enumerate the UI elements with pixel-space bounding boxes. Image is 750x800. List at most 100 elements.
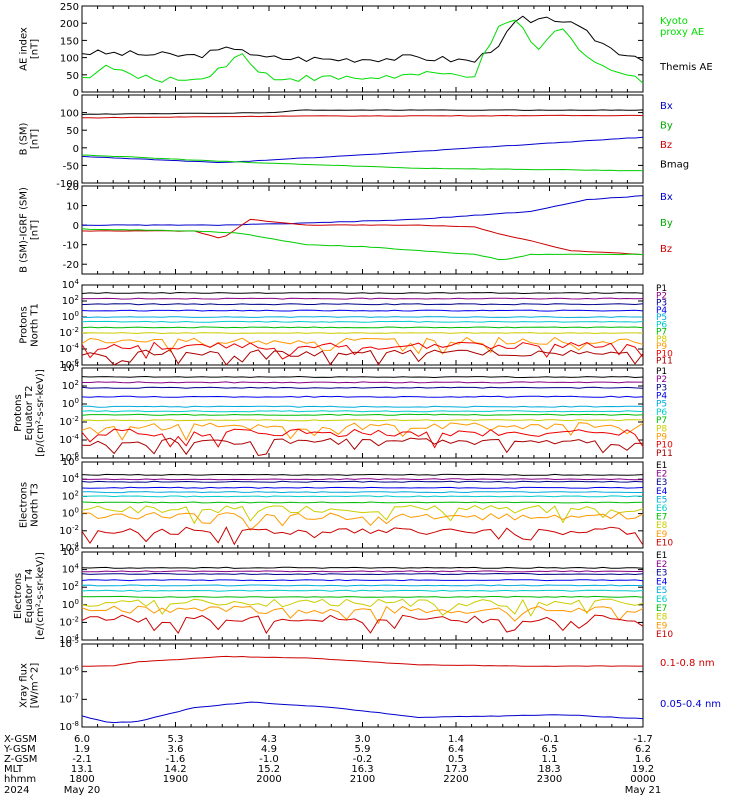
y-axis-label-line: [p/(cm²-s-sr-keV)] [35, 369, 46, 457]
y-tick-label-base: 10 [62, 565, 75, 576]
y-axis-label: ProtonsEquator T2[p/(cm²-s-sr-keV)] [13, 369, 46, 457]
channel-line [82, 315, 643, 319]
channel-line [81, 291, 644, 295]
y-tick-label-exp: -2 [72, 415, 79, 423]
y-tick-label-exp: -4 [72, 342, 80, 350]
y-tick-label-base: 10 [62, 381, 75, 392]
legend-entry: P1 [656, 367, 667, 377]
x-axis-value: 2000 [256, 774, 281, 785]
series-line [81, 154, 643, 172]
channel-line [81, 473, 644, 476]
y-tick-label: 104 [62, 472, 80, 485]
y-tick-label-exp: 2 [75, 489, 79, 497]
y-tick-label: 10-6 [59, 665, 79, 678]
y-tick-label: 100 [62, 310, 79, 323]
y-tick-label: 0 [73, 88, 79, 99]
y-tick-label: 150 [60, 36, 79, 47]
channel-line [81, 410, 644, 413]
y-tick-label-base: 10 [62, 582, 75, 593]
y-tick-label: 100 [62, 598, 79, 611]
x-axis-value: 19.2 [632, 764, 654, 775]
y-tick-label-exp: 2 [75, 379, 79, 387]
y-tick-label-exp: 0 [75, 310, 79, 318]
legend-entry: Kyoto proxy AE [660, 16, 704, 38]
y-tick-label: 10-5 [59, 637, 79, 650]
legend-entry: P11 [656, 449, 673, 459]
channel-line [81, 486, 644, 489]
channel-line [81, 480, 644, 483]
panel-3: -20 -10 0 10 20 Bx By Bz [63, 182, 673, 275]
x-axis-value: 18.3 [538, 764, 560, 775]
x-axis-value: 6.5 [542, 744, 558, 755]
y-tick-label-base: 10 [59, 635, 72, 646]
y-tick-label-exp: 0 [75, 598, 79, 606]
legend-entry: P7 [656, 416, 667, 426]
channel-line [82, 297, 644, 300]
series-line [81, 19, 644, 84]
legend-entry-line: 0.05-0.4 nm [660, 699, 721, 710]
y-tick-label: 10 [66, 202, 79, 213]
y-tick-label-base: 10 [62, 509, 75, 520]
y-tick-label-exp: 6 [75, 545, 80, 553]
x-axis-value: 6.4 [448, 744, 464, 755]
legend-entry-line: proxy AE [660, 27, 704, 38]
y-tick-label-exp: -8 [72, 720, 79, 728]
channel-line [81, 501, 644, 504]
legend-entry: Bx [660, 192, 673, 203]
series-line [81, 114, 644, 119]
x-axis-value: 1.1 [542, 754, 558, 765]
legend-entry: P8 [656, 424, 667, 434]
legend-entry-line: Themis AE [659, 62, 713, 73]
x-axis-value: 13.1 [71, 764, 93, 775]
x-axis-row-label: hhmm [4, 774, 36, 785]
y-tick-label: 102 [62, 379, 79, 392]
legend-entry: Bx [660, 101, 673, 112]
y-tick-label-base: 10 [59, 360, 72, 371]
y-axis-label-line: Equator T2 [24, 386, 35, 441]
x-axis-value: 3.0 [355, 734, 371, 745]
legend-entry-line: Bx [660, 101, 673, 112]
channel-line [81, 303, 644, 306]
x-axis-row-label: Z-GSM [4, 754, 37, 765]
x-axis-value: 1800 [69, 774, 94, 785]
x-axis-value: -0.1 [540, 734, 560, 745]
channel-line [81, 598, 644, 617]
y-axis-label: ElectronsNorth T3 [19, 482, 41, 528]
y-tick-label: 100 [62, 507, 79, 520]
y-tick-label: 10-8 [59, 720, 79, 733]
channel-line [81, 332, 644, 335]
y-tick-label-base: 10 [59, 417, 72, 428]
y-tick-label: -20 [63, 260, 79, 271]
legend-entry: Bz [660, 140, 672, 151]
x-axis-value: -1.7 [633, 734, 653, 745]
y-tick-label-base: 10 [59, 617, 72, 628]
y-tick-label: -100 [56, 179, 79, 190]
y-tick-label-base: 10 [59, 639, 72, 650]
channel-line [81, 589, 644, 592]
x-axis-value: 5.3 [168, 734, 184, 745]
channel-line [81, 375, 644, 379]
y-axis-label-line: B (SM) [19, 122, 30, 155]
legend-entry: 0.1-0.8 nm [660, 658, 715, 669]
legend-entry: P10 [656, 349, 673, 359]
y-tick-label-exp: -4 [72, 433, 80, 441]
channel-line [81, 309, 644, 312]
x-axis-value: 4.9 [261, 744, 277, 755]
legend-entry: P5 [656, 400, 667, 410]
y-tick-label: 104 [62, 563, 80, 576]
y-tick-label: 104 [62, 361, 80, 374]
legend-entry: P3 [656, 299, 667, 309]
channel-line [81, 395, 644, 398]
y-tick-label: 10-2 [59, 524, 79, 537]
legend-entry: P4 [656, 392, 667, 402]
legend-entry: E1 [656, 551, 667, 561]
channel-line [81, 584, 644, 587]
y-tick-label-exp: 4 [75, 563, 80, 571]
y-axis-label: B (SM)[nT] [19, 122, 41, 155]
y-tick-label: 10-6 [59, 451, 79, 464]
x-axis-value: 1.6 [635, 754, 651, 765]
y-tick-label-exp: -5 [72, 637, 79, 645]
y-tick-label: 10-2 [59, 615, 79, 628]
legend-entry: E1 [656, 461, 667, 471]
y-tick-label-base: 10 [62, 312, 75, 323]
